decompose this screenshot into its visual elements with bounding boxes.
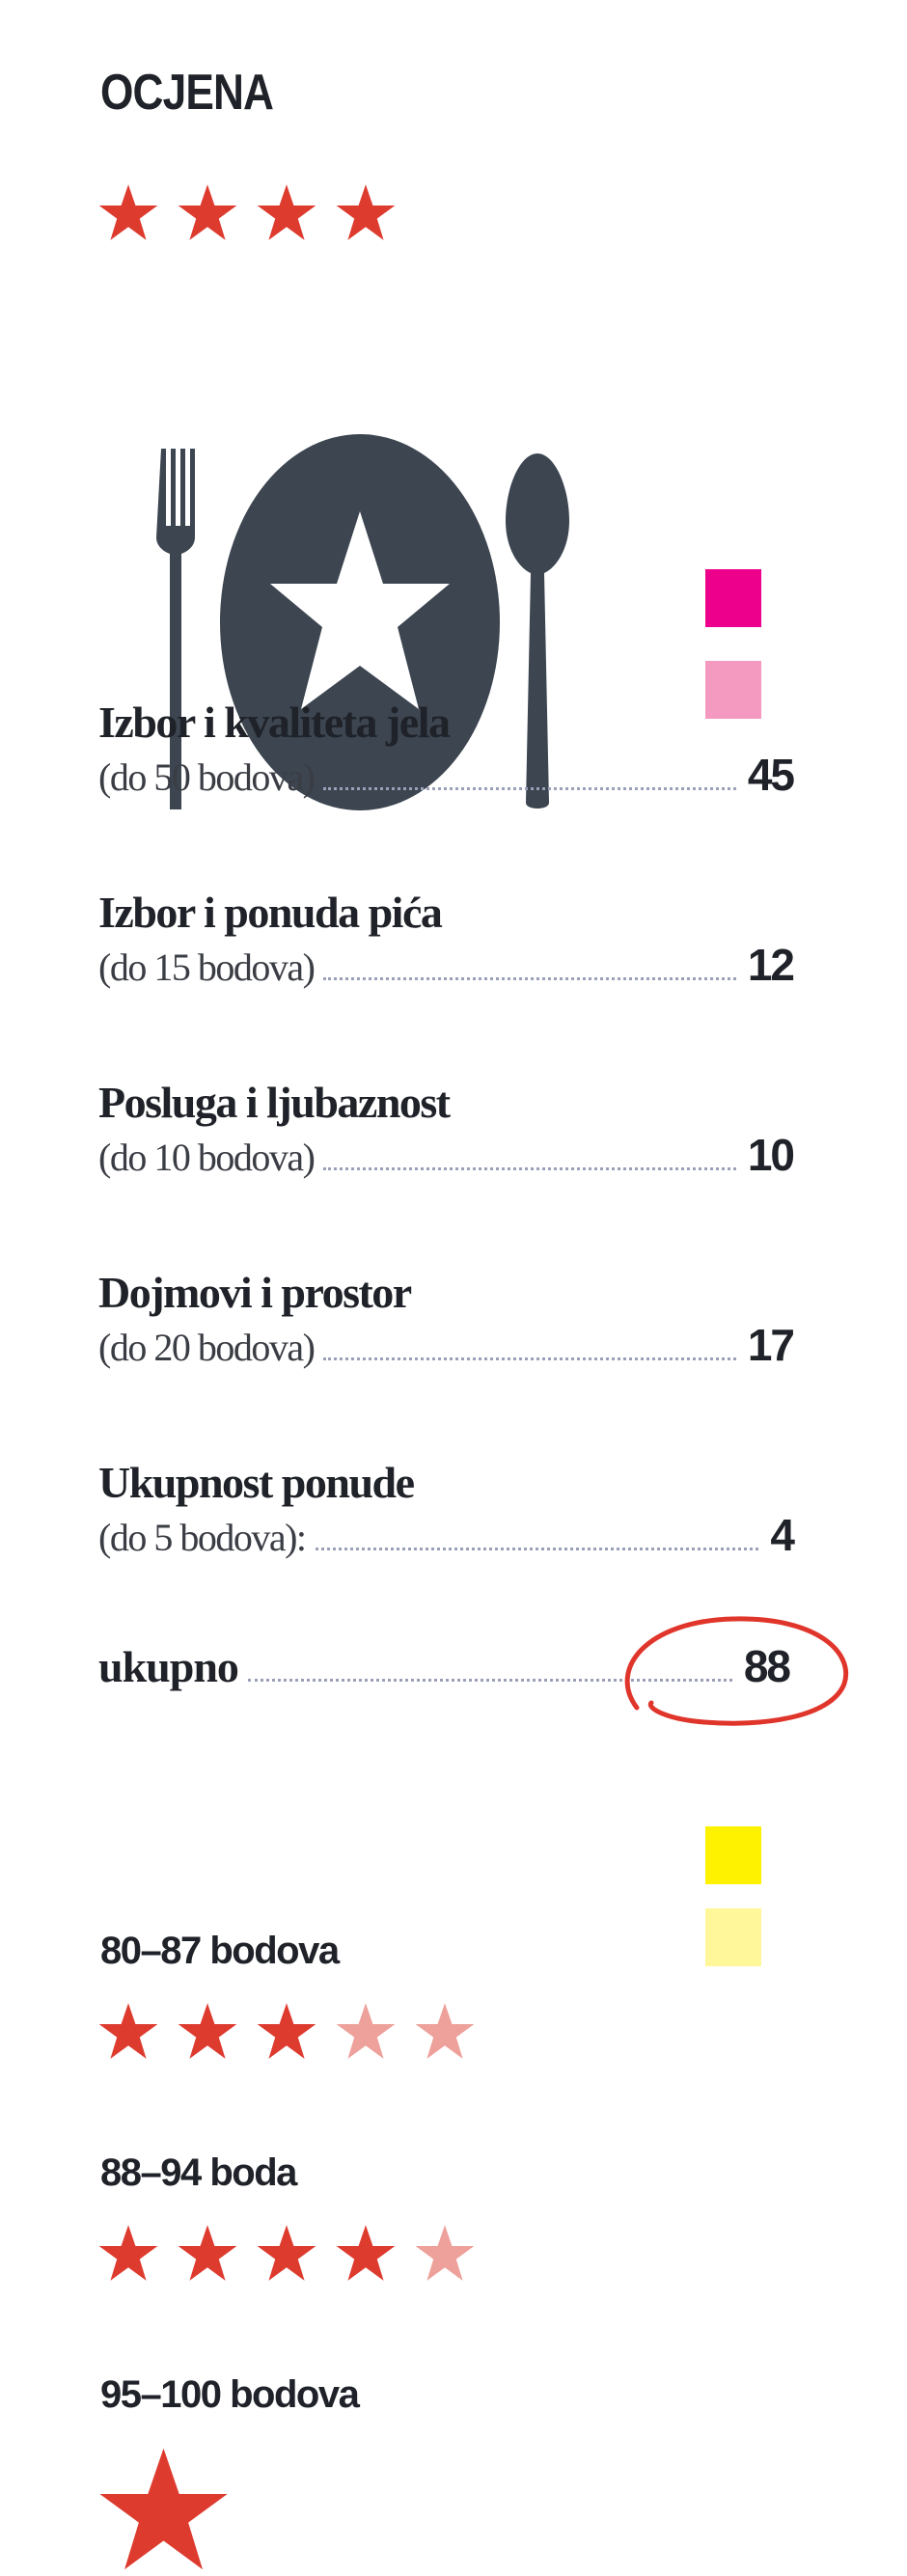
star-faded-icon [336, 2003, 396, 2059]
yellow-swatch [705, 1826, 761, 1884]
pink-swatch [705, 661, 761, 719]
score-range-label: 95–100 bodova [100, 2373, 360, 2416]
fork-plate-star-spoon-icon [156, 434, 569, 810]
total-label: ukupno [98, 1642, 239, 1691]
criterion-max: (do 10 bodova) [98, 1136, 316, 1179]
criterion-max: (do 15 bodova) [98, 945, 316, 989]
star-icon [98, 2003, 158, 2059]
leader-dots [323, 1357, 736, 1360]
score-range-stars [98, 2446, 229, 2576]
star-icon [270, 511, 450, 709]
criterion-title: Ukupnost ponude [98, 1458, 415, 1507]
criterion-item: Dojmovi i prostor (do 20 bodova) 17 [98, 1267, 795, 1371]
magenta-swatch [705, 569, 761, 627]
rating-heading: OCJENA [100, 65, 274, 121]
criterion-max: (do 5 bodova): [98, 1516, 307, 1559]
criterion-item: Ukupnost ponude (do 5 bodova): 4 [98, 1457, 795, 1561]
criterion-item: Izbor i ponuda pića (do 15 bodova) 12 [98, 887, 795, 991]
criterion-item: Izbor i kvaliteta jela (do 50 bodova) 45 [98, 697, 795, 801]
star-icon [99, 2448, 228, 2570]
star-icon [178, 2003, 237, 2059]
criterion-title: Izbor i kvaliteta jela [98, 698, 451, 747]
star-icon [178, 184, 237, 240]
leader-dots [323, 787, 736, 790]
criterion-max: (do 20 bodova) [98, 1326, 316, 1369]
star-icon [257, 2225, 316, 2281]
star-icon [98, 184, 158, 240]
total-score: 88 [743, 1641, 791, 1691]
score-range-label: 88–94 boda [100, 2151, 297, 2194]
star-faded-icon [415, 2003, 475, 2059]
score-range-label: 80–87 bodova [100, 1930, 340, 1972]
total-row: ukupno 88 [98, 1640, 793, 1692]
criterion-item: Posluga i ljubaznost (do 10 bodova) 10 [98, 1077, 795, 1181]
score-circle-mark [624, 1616, 849, 1726]
star-faded-icon [415, 2225, 475, 2281]
star-icon [178, 2225, 237, 2281]
star-icon [336, 2225, 396, 2281]
criterion-title: Dojmovi i prostor [98, 1268, 412, 1317]
spoon-icon [506, 453, 569, 808]
criterion-score: 4 [770, 1510, 795, 1560]
light-yellow-swatch [705, 1908, 761, 1966]
rating-stars [98, 183, 396, 243]
criterion-max: (do 50 bodova) [98, 755, 316, 799]
leader-dots [315, 1548, 759, 1550]
criterion-title: Posluga i ljubaznost [98, 1078, 451, 1127]
star-icon [257, 184, 316, 240]
criterion-title: Izbor i ponuda pića [98, 888, 443, 937]
leader-dots [323, 1167, 736, 1170]
star-icon [336, 184, 396, 240]
leader-dots [247, 1679, 732, 1682]
score-range-stars [98, 2002, 475, 2062]
criterion-score: 17 [747, 1320, 795, 1370]
score-range-stars [98, 2224, 475, 2284]
fork-icon [156, 449, 195, 809]
criterion-score: 10 [747, 1130, 795, 1180]
leader-dots [323, 977, 736, 980]
criterion-score: 12 [747, 940, 795, 990]
star-icon [98, 2225, 158, 2281]
criterion-score: 45 [747, 750, 795, 800]
star-icon [257, 2003, 316, 2059]
